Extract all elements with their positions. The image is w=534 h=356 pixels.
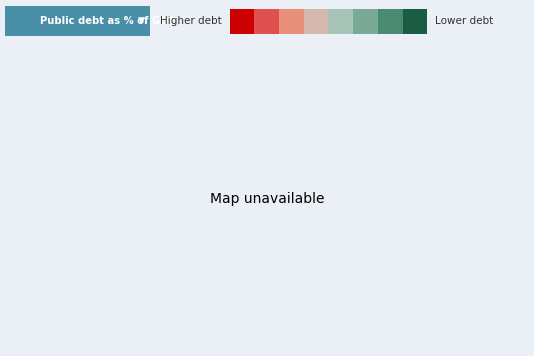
Bar xyxy=(304,9,328,34)
Text: Public debt as % of GDP: Public debt as % of GDP xyxy=(40,16,176,26)
Bar xyxy=(230,9,254,34)
Bar xyxy=(353,9,378,34)
Text: Higher debt: Higher debt xyxy=(160,16,222,26)
Text: Lower debt: Lower debt xyxy=(435,16,493,26)
Bar xyxy=(403,9,427,34)
Text: ▼: ▼ xyxy=(138,16,145,25)
Text: Map unavailable: Map unavailable xyxy=(210,192,324,206)
FancyBboxPatch shape xyxy=(5,6,150,36)
Bar xyxy=(254,9,279,34)
Bar xyxy=(279,9,304,34)
Bar xyxy=(378,9,403,34)
Bar xyxy=(328,9,353,34)
